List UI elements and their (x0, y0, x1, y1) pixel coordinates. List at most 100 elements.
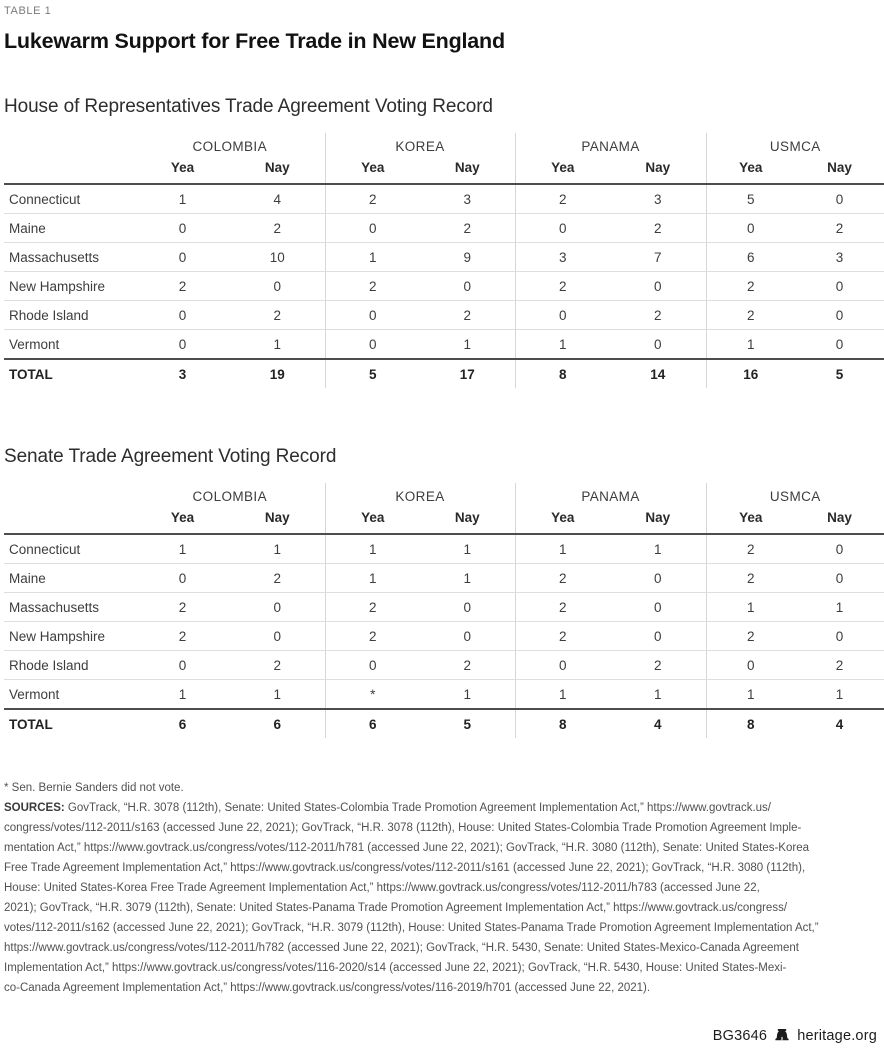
state-label: Maine (4, 563, 135, 593)
vote-cell: 1 (610, 534, 707, 564)
sources-paragraph: SOURCES: GovTrack, “H.R. 3078 (112th), S… (4, 798, 880, 998)
total-vote-cell: 5 (324, 358, 420, 388)
state-label: Rhode Island (4, 650, 135, 680)
vote-cell: 2 (230, 300, 325, 330)
vote-cell: 0 (135, 300, 230, 330)
source-line: House: United States-Korea Free Trade Ag… (4, 882, 760, 894)
vote-cell: 2 (324, 184, 420, 214)
total-label: TOTAL (4, 708, 135, 738)
vote-cell: 2 (514, 184, 611, 214)
vote-cell: 0 (324, 300, 420, 330)
asterisk-footnote: * Sen. Bernie Sanders did not vote. (4, 782, 184, 794)
vote-header: Nay (610, 507, 707, 535)
state-row: Rhode Island 0 2 0 2 0 2 2 0 (4, 300, 884, 330)
vote-cell: 0 (420, 271, 516, 301)
vote-cell: 1 (420, 563, 516, 593)
vote-cell: 0 (135, 329, 230, 360)
vote-cell: 2 (514, 592, 611, 622)
vote-cell: 7 (610, 242, 707, 272)
agreement-header: USMCA (705, 133, 884, 157)
vote-cell: 0 (610, 563, 707, 593)
vote-header: Nay (230, 507, 325, 535)
vote-cell: 0 (795, 534, 884, 564)
vote-cell: 1 (514, 329, 611, 360)
vote-cell: 9 (420, 242, 516, 272)
total-vote-cell: 6 (324, 708, 420, 738)
senate-section-heading: Senate Trade Agreement Voting Record (4, 446, 337, 467)
vote-cell: 2 (610, 650, 707, 680)
vote-cell: 2 (705, 563, 796, 593)
state-label: Vermont (4, 329, 135, 360)
vote-cell: 1 (705, 329, 796, 360)
senate-section: Senate Trade Agreement Voting Record COL… (4, 446, 884, 738)
total-row: TOTAL 6 6 6 5 8 4 8 4 (4, 708, 884, 738)
agreement-header: PANAMA (514, 483, 707, 507)
vote-cell: 5 (705, 184, 796, 214)
vote-cell: 1 (514, 679, 611, 710)
vote-cell: 3 (420, 184, 516, 214)
vote-cell: 0 (514, 650, 611, 680)
vote-header: Yea (705, 507, 796, 535)
total-vote-cell: 19 (230, 358, 325, 388)
vote-cell: 1 (324, 563, 420, 593)
vote-cell: 2 (324, 621, 420, 651)
vote-cell: 1 (514, 534, 611, 564)
agreement-header: KOREA (324, 483, 516, 507)
vote-header: Yea (514, 157, 611, 185)
vote-cell: 0 (795, 184, 884, 214)
sources-label: SOURCES: (4, 802, 65, 814)
source-line: Implementation Act,” https://www.govtrac… (4, 962, 787, 974)
corner-cell (4, 157, 135, 185)
vote-cell: 0 (795, 621, 884, 651)
senate-votes-table: COLOMBIA KOREA PANAMA USMCA Yea Nay Yea Nay Yea N… (4, 483, 884, 738)
vote-cell: 1 (324, 242, 420, 272)
vote-cell: 1 (795, 679, 884, 710)
agreement-header: PANAMA (514, 133, 707, 157)
state-row: Connecticut 1 4 2 3 2 3 5 0 (4, 184, 884, 214)
vote-cell: 2 (705, 534, 796, 564)
notes-block: * Sen. Bernie Sanders did not vote. SOUR… (4, 778, 880, 998)
vote-cell: 0 (230, 621, 325, 651)
state-row: Rhode Island 0 2 0 2 0 2 0 2 (4, 650, 884, 680)
vote-cell: 2 (705, 271, 796, 301)
vote-cell: 3 (795, 242, 884, 272)
total-vote-cell: 8 (514, 708, 611, 738)
vote-cell: 0 (135, 213, 230, 243)
state-label: Vermont (4, 679, 135, 710)
house-section: House of Representatives Trade Agreement… (4, 96, 884, 388)
vote-cell: 0 (135, 242, 230, 272)
agreement-header-row: COLOMBIA KOREA PANAMA USMCA (4, 133, 884, 157)
vote-cell: 0 (705, 650, 796, 680)
total-vote-cell: 5 (420, 708, 516, 738)
vote-cell: 1 (230, 329, 325, 360)
state-row: Connecticut 1 1 1 1 1 1 2 0 (4, 534, 884, 564)
total-vote-cell: 17 (420, 358, 516, 388)
vote-cell: 2 (135, 592, 230, 622)
total-label: TOTAL (4, 358, 135, 388)
heritage-bell-icon (774, 1029, 790, 1043)
vote-header-row: Yea Nay Yea Nay Yea Nay Yea Nay (4, 507, 884, 535)
vote-header: Yea (324, 157, 420, 185)
vote-header: Nay (420, 507, 516, 535)
vote-cell: 2 (514, 563, 611, 593)
vote-cell: 0 (705, 213, 796, 243)
vote-cell: 1 (420, 329, 516, 360)
vote-cell: 0 (324, 329, 420, 360)
vote-cell: 0 (795, 300, 884, 330)
agreement-header: COLOMBIA (192, 139, 267, 154)
vote-cell: 0 (795, 271, 884, 301)
vote-cell: 0 (324, 650, 420, 680)
vote-cell: 3 (514, 242, 611, 272)
house-votes-table: COLOMBIA KOREA PANAMA USMCA Yea Nay Yea Nay Yea N… (4, 133, 884, 388)
vote-cell: 0 (610, 592, 707, 622)
vote-cell: 0 (230, 271, 325, 301)
state-row: Massachusetts 0 10 1 9 3 7 6 3 (4, 242, 884, 272)
total-vote-cell: 4 (610, 708, 707, 738)
state-row: Maine 0 2 1 1 2 0 2 0 (4, 563, 884, 593)
total-vote-cell: 14 (610, 358, 707, 388)
vote-cell: 1 (795, 592, 884, 622)
page-footer: BG3646 heritage.org (713, 1028, 877, 1044)
vote-cell: 0 (795, 563, 884, 593)
vote-header: Nay (795, 157, 884, 185)
